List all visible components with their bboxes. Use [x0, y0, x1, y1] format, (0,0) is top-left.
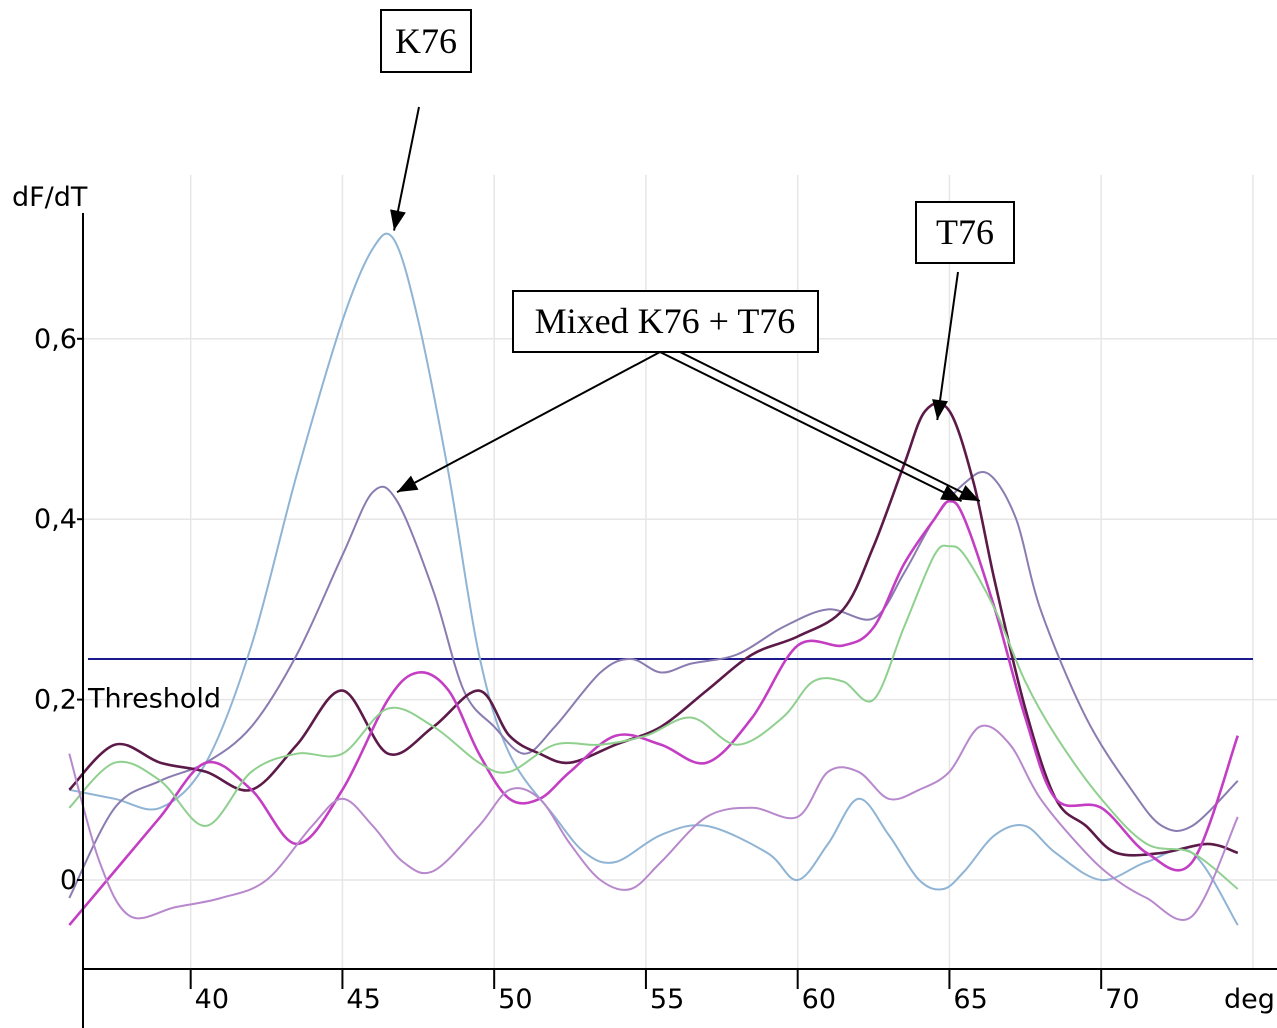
k76-callout-box — [380, 9, 472, 73]
x-tick-label-5: 65 — [953, 984, 987, 1015]
x-axis-label: deg. — [1224, 984, 1277, 1015]
x-tick-label-1: 45 — [346, 984, 380, 1015]
threshold: Threshold — [87, 658, 1253, 715]
threshold-label: Threshold — [87, 684, 221, 715]
k76-arrow-head — [390, 209, 406, 231]
mixed-callout-text: Mixed K76 + T76 — [535, 301, 796, 341]
mixed-arrow-right-1-head — [940, 485, 962, 502]
y-tick-label-1: 0,2 — [34, 685, 77, 716]
mixed-arrow-left — [396, 351, 661, 494]
k76-arrow — [393, 106, 420, 231]
x-tick-label-0: 40 — [195, 984, 229, 1015]
series-line-4 — [68, 544, 1239, 890]
t76-arrow — [936, 271, 959, 421]
x-tick-label-4: 60 — [802, 984, 836, 1015]
callouts: K76 T76 Mixed K76 + T76 — [380, 9, 1015, 503]
mixed-arrow-right-2 — [679, 351, 981, 503]
t76-callout-box — [915, 201, 1015, 264]
series-line-3 — [68, 499, 1240, 926]
mixed-callout-box — [512, 290, 819, 353]
callout-arrows — [390, 106, 981, 503]
series-line-2 — [68, 401, 1239, 857]
series-line-0 — [69, 232, 1239, 926]
mixed-arrow-left-head — [397, 475, 419, 493]
t76-callout-text: T76 — [936, 212, 994, 252]
y-tick-label-3: 0,6 — [34, 324, 77, 355]
series-line-1 — [68, 470, 1239, 899]
x-tick-label-2: 50 — [498, 984, 532, 1015]
axes: dF/dT deg. 0 0,2 0,4 0,6 40 45 50 55 60 65 70 — [12, 182, 1277, 1028]
y-axis-label: dF/dT — [12, 182, 88, 213]
mixed-arrow-right-1 — [659, 351, 963, 503]
y-tick-label-2: 0,4 — [34, 504, 77, 535]
series-line-5 — [68, 724, 1239, 921]
series-group — [68, 232, 1240, 926]
axis-ticks: 0 0,2 0,4 0,6 40 45 50 55 60 65 70 — [34, 324, 1139, 1015]
mixed-arrow-right-2-head — [958, 485, 980, 502]
k76-callout-text: K76 — [395, 21, 457, 61]
x-tick-label-6: 70 — [1105, 984, 1139, 1015]
y-tick-label-0: 0 — [60, 865, 77, 896]
t76-arrow-head — [932, 399, 948, 420]
x-tick-label-3: 55 — [650, 984, 684, 1015]
